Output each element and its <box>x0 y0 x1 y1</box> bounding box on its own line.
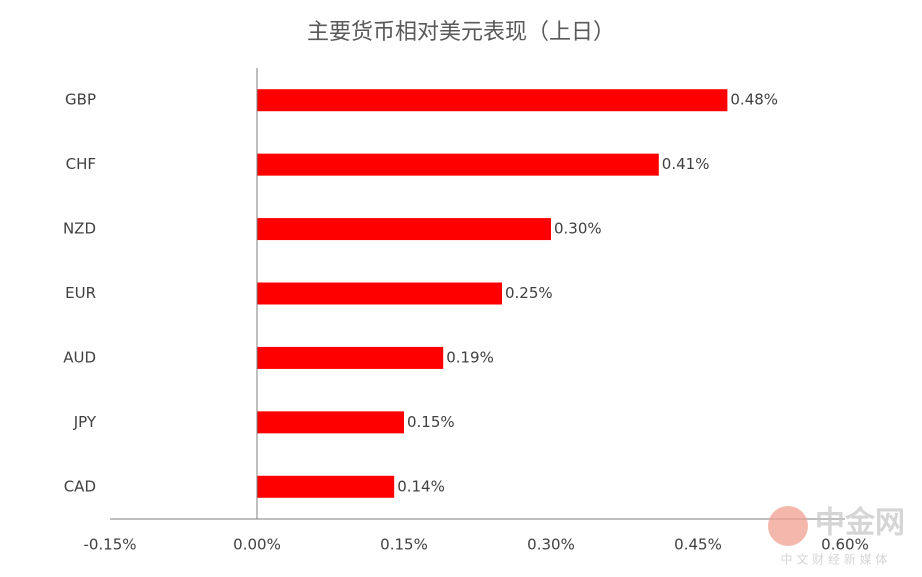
data-label: 0.41% <box>662 155 710 173</box>
bar <box>257 346 444 369</box>
y-tick-label: NZD <box>63 220 96 238</box>
bar <box>257 89 728 112</box>
y-tick-label: GBP <box>65 91 96 109</box>
x-tick-label: 0.15% <box>380 536 428 554</box>
watermark-name: 中金网 <box>815 506 905 541</box>
bar <box>257 153 659 176</box>
bar <box>257 411 404 434</box>
y-tick-label: JPY <box>73 413 97 431</box>
y-tick-label: EUR <box>65 284 96 302</box>
y-tick-label: CAD <box>64 477 96 495</box>
x-tick-label: -0.15% <box>83 536 136 554</box>
data-label: 0.25% <box>505 284 553 302</box>
bar <box>257 218 551 241</box>
y-tick-label: CHF <box>66 155 96 173</box>
y-tick-label: AUD <box>63 348 96 366</box>
x-tick-label: 0.60% <box>821 536 869 554</box>
watermark-slogan: 中 文 财 经 新 媒 体 <box>781 552 888 567</box>
x-tick-label: 0.00% <box>233 536 281 554</box>
data-label: 0.14% <box>397 477 445 495</box>
x-tick-label: 0.45% <box>674 536 722 554</box>
data-label: 0.19% <box>446 348 494 366</box>
data-label: 0.15% <box>407 413 455 431</box>
bar <box>257 475 395 498</box>
watermark-logo <box>768 506 808 546</box>
watermark: 中金网 中 文 财 经 新 媒 体 <box>768 506 905 567</box>
bar <box>257 282 502 305</box>
chart-title: 主要货币相对美元表现（上日） <box>307 20 615 45</box>
data-label: 0.30% <box>554 220 602 238</box>
data-label: 0.48% <box>730 91 778 109</box>
x-tick-label: 0.30% <box>527 536 575 554</box>
